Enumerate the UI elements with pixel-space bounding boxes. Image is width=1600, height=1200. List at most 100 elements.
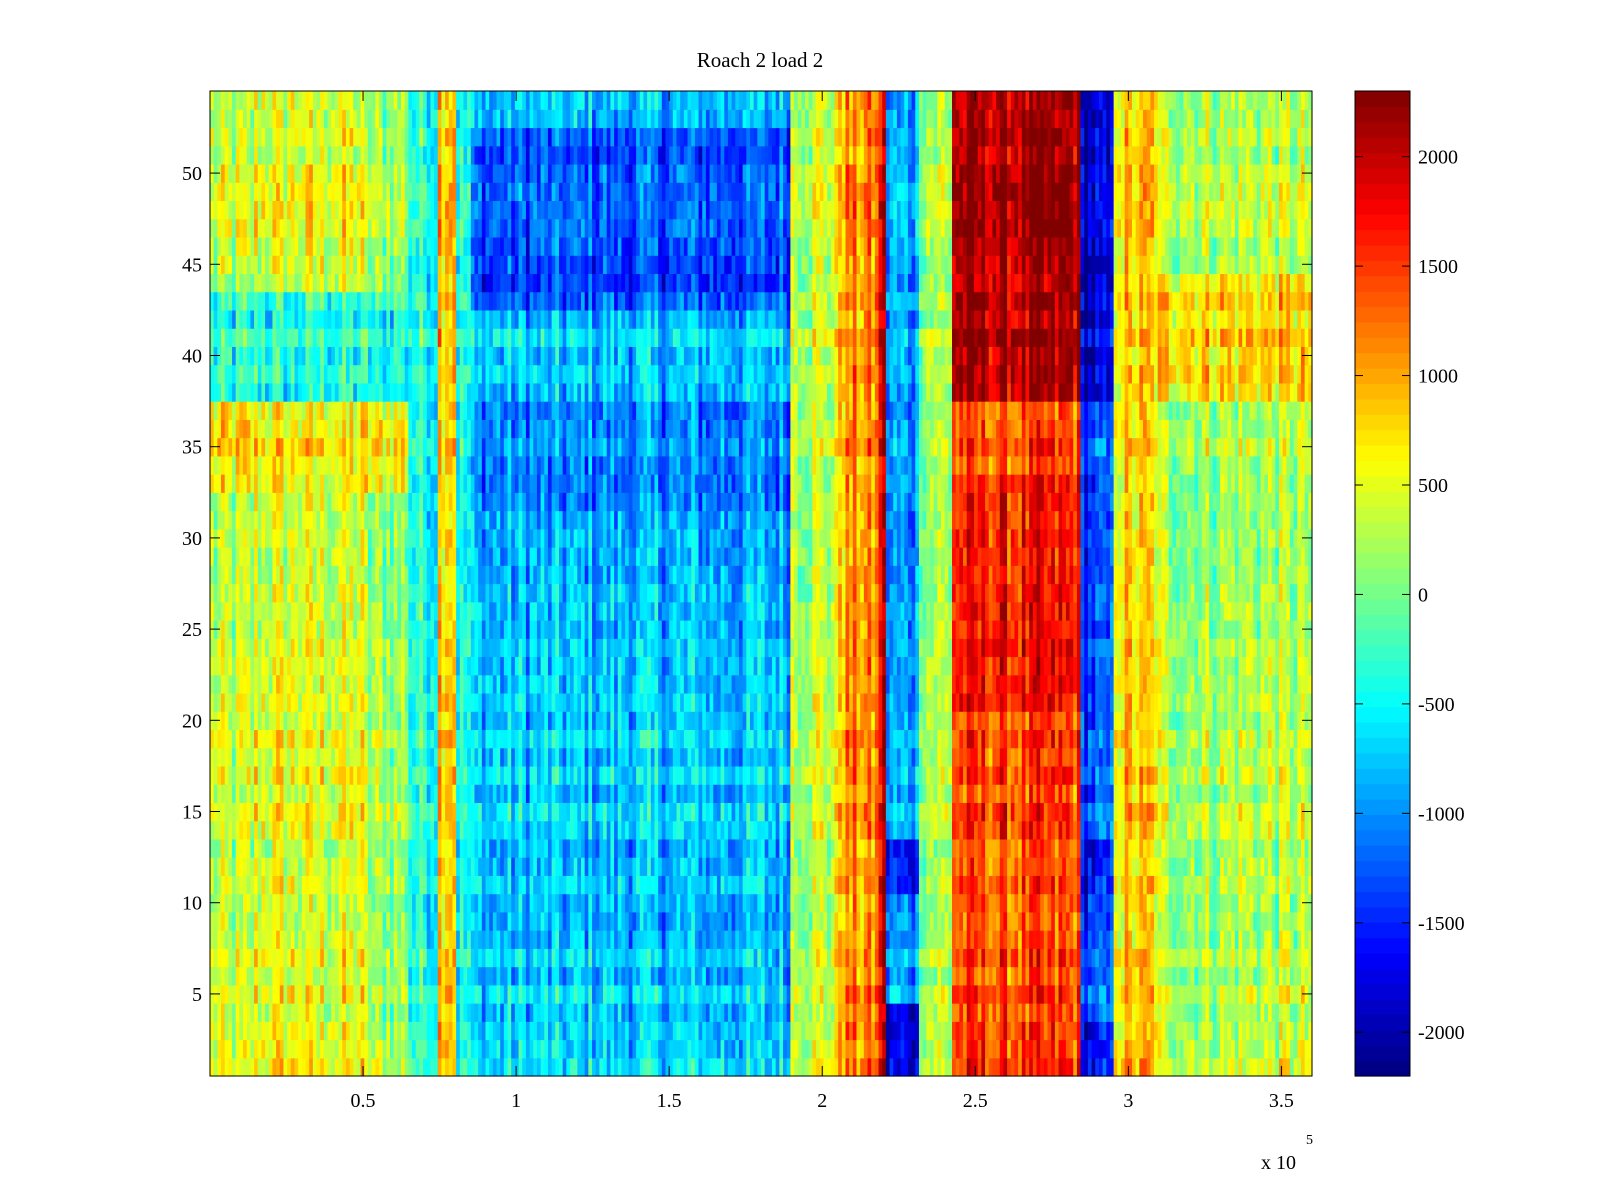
- heatmap-cell: [529, 930, 534, 949]
- heatmap-cell: [588, 820, 593, 840]
- heatmap-cell: [261, 984, 266, 1004]
- heatmap-cell: [1286, 784, 1291, 803]
- heatmap-cell: [1209, 1021, 1214, 1041]
- heatmap-cell: [860, 966, 865, 986]
- heatmap-cell: [1128, 1003, 1133, 1022]
- heatmap-cell: [654, 838, 659, 858]
- heatmap-cell: [992, 911, 997, 931]
- heatmap-cell: [445, 784, 450, 803]
- heatmap-cell: [694, 857, 700, 876]
- heatmap-cell: [525, 820, 531, 840]
- heatmap-cell: [1076, 911, 1082, 931]
- heatmap-cell: [981, 1039, 986, 1059]
- heatmap-cell: [268, 838, 274, 858]
- heatmap-cell: [1150, 930, 1155, 949]
- heatmap-cell: [742, 966, 747, 986]
- heatmap-cell: [408, 1021, 413, 1041]
- heatmap-cell: [1003, 802, 1008, 822]
- heatmap-cell: [1179, 911, 1185, 931]
- heatmap-cell: [573, 875, 578, 895]
- heatmap-cell: [1032, 966, 1038, 986]
- heatmap-cell: [1132, 1039, 1137, 1059]
- heatmap-cell: [603, 893, 608, 913]
- heatmap-cell: [1165, 893, 1170, 913]
- heatmap-cell: [246, 1021, 251, 1041]
- heatmap-cell: [959, 1003, 964, 1022]
- heatmap-cell: [239, 857, 244, 876]
- heatmap-cell: [287, 765, 292, 785]
- heatmap-cell: [761, 1021, 766, 1041]
- heatmap-cell: [356, 1039, 362, 1059]
- heatmap-cell: [298, 857, 303, 876]
- heatmap-cell: [224, 857, 229, 876]
- heatmap-cell: [959, 1021, 964, 1041]
- heatmap-cell: [606, 930, 611, 949]
- heatmap-cell: [893, 1039, 898, 1059]
- heatmap-cell: [838, 911, 843, 931]
- heatmap-cell: [1278, 1021, 1284, 1041]
- heatmap-cell: [709, 765, 714, 785]
- heatmap-cell: [709, 1021, 714, 1041]
- heatmap-cell: [643, 893, 648, 913]
- heatmap-cell: [1161, 1021, 1166, 1041]
- heatmap-cell: [1256, 802, 1262, 822]
- heatmap-cell: [525, 893, 531, 913]
- heatmap-cell: [279, 893, 285, 913]
- heatmap-cell: [974, 1003, 979, 1022]
- heatmap-cell: [683, 820, 689, 840]
- heatmap-cell: [1183, 784, 1188, 803]
- heatmap-cell: [845, 1021, 850, 1041]
- heatmap-cell: [485, 1003, 490, 1022]
- heatmap-cell: [1010, 784, 1016, 803]
- heatmap-cell: [650, 966, 656, 986]
- heatmap-cell: [463, 802, 468, 822]
- heatmap-cell: [1297, 984, 1302, 1004]
- heatmap-cell: [1223, 1003, 1229, 1022]
- heatmap-cell: [1165, 784, 1170, 803]
- heatmap-cell: [731, 930, 736, 949]
- heatmap-cell: [239, 1021, 244, 1041]
- heatmap-cell: [621, 911, 626, 931]
- heatmap-cell: [1025, 1003, 1030, 1022]
- heatmap-cell: [522, 784, 527, 803]
- heatmap-cell: [702, 820, 707, 840]
- heatmap-cell: [878, 1021, 883, 1041]
- heatmap-cell: [448, 984, 454, 1004]
- heatmap-cell: [250, 875, 255, 895]
- heatmap-cell: [1062, 857, 1067, 876]
- heatmap-cell: [1201, 784, 1207, 803]
- heatmap-cell: [794, 1057, 799, 1077]
- heatmap-cell: [360, 911, 365, 931]
- heatmap-cell: [1091, 857, 1096, 876]
- heatmap-cell: [1021, 802, 1027, 822]
- heatmap-cell: [331, 966, 336, 986]
- heatmap-cell: [871, 911, 876, 931]
- heatmap-cell: [603, 838, 608, 858]
- heatmap-cell: [647, 930, 652, 949]
- heatmap-cell: [558, 875, 564, 895]
- heatmap-cell: [393, 802, 398, 822]
- heatmap-cell: [1209, 875, 1214, 895]
- heatmap-cell: [808, 820, 814, 840]
- heatmap-cell: [522, 838, 527, 858]
- heatmap-cell: [1194, 1057, 1199, 1077]
- heatmap-cell: [1135, 784, 1140, 803]
- heatmap-cell: [224, 1039, 229, 1059]
- heatmap-cell: [533, 838, 538, 858]
- heatmap-cell: [287, 1057, 292, 1077]
- heatmap-cell: [1190, 893, 1196, 913]
- heatmap-cell: [389, 911, 395, 931]
- heatmap-cell: [364, 820, 369, 840]
- heatmap-cell: [1018, 838, 1023, 858]
- heatmap-cell: [1286, 1003, 1291, 1022]
- heatmap-cell: [926, 820, 931, 840]
- heatmap-cell: [592, 1039, 597, 1059]
- heatmap-cell: [555, 911, 560, 931]
- heatmap-cell: [298, 948, 303, 968]
- heatmap-cell: [1187, 784, 1192, 803]
- heatmap-cell: [830, 838, 836, 858]
- heatmap-cell: [801, 765, 806, 785]
- heatmap-cell: [727, 765, 733, 785]
- heatmap-cell: [680, 966, 685, 986]
- heatmap-cell: [742, 784, 747, 803]
